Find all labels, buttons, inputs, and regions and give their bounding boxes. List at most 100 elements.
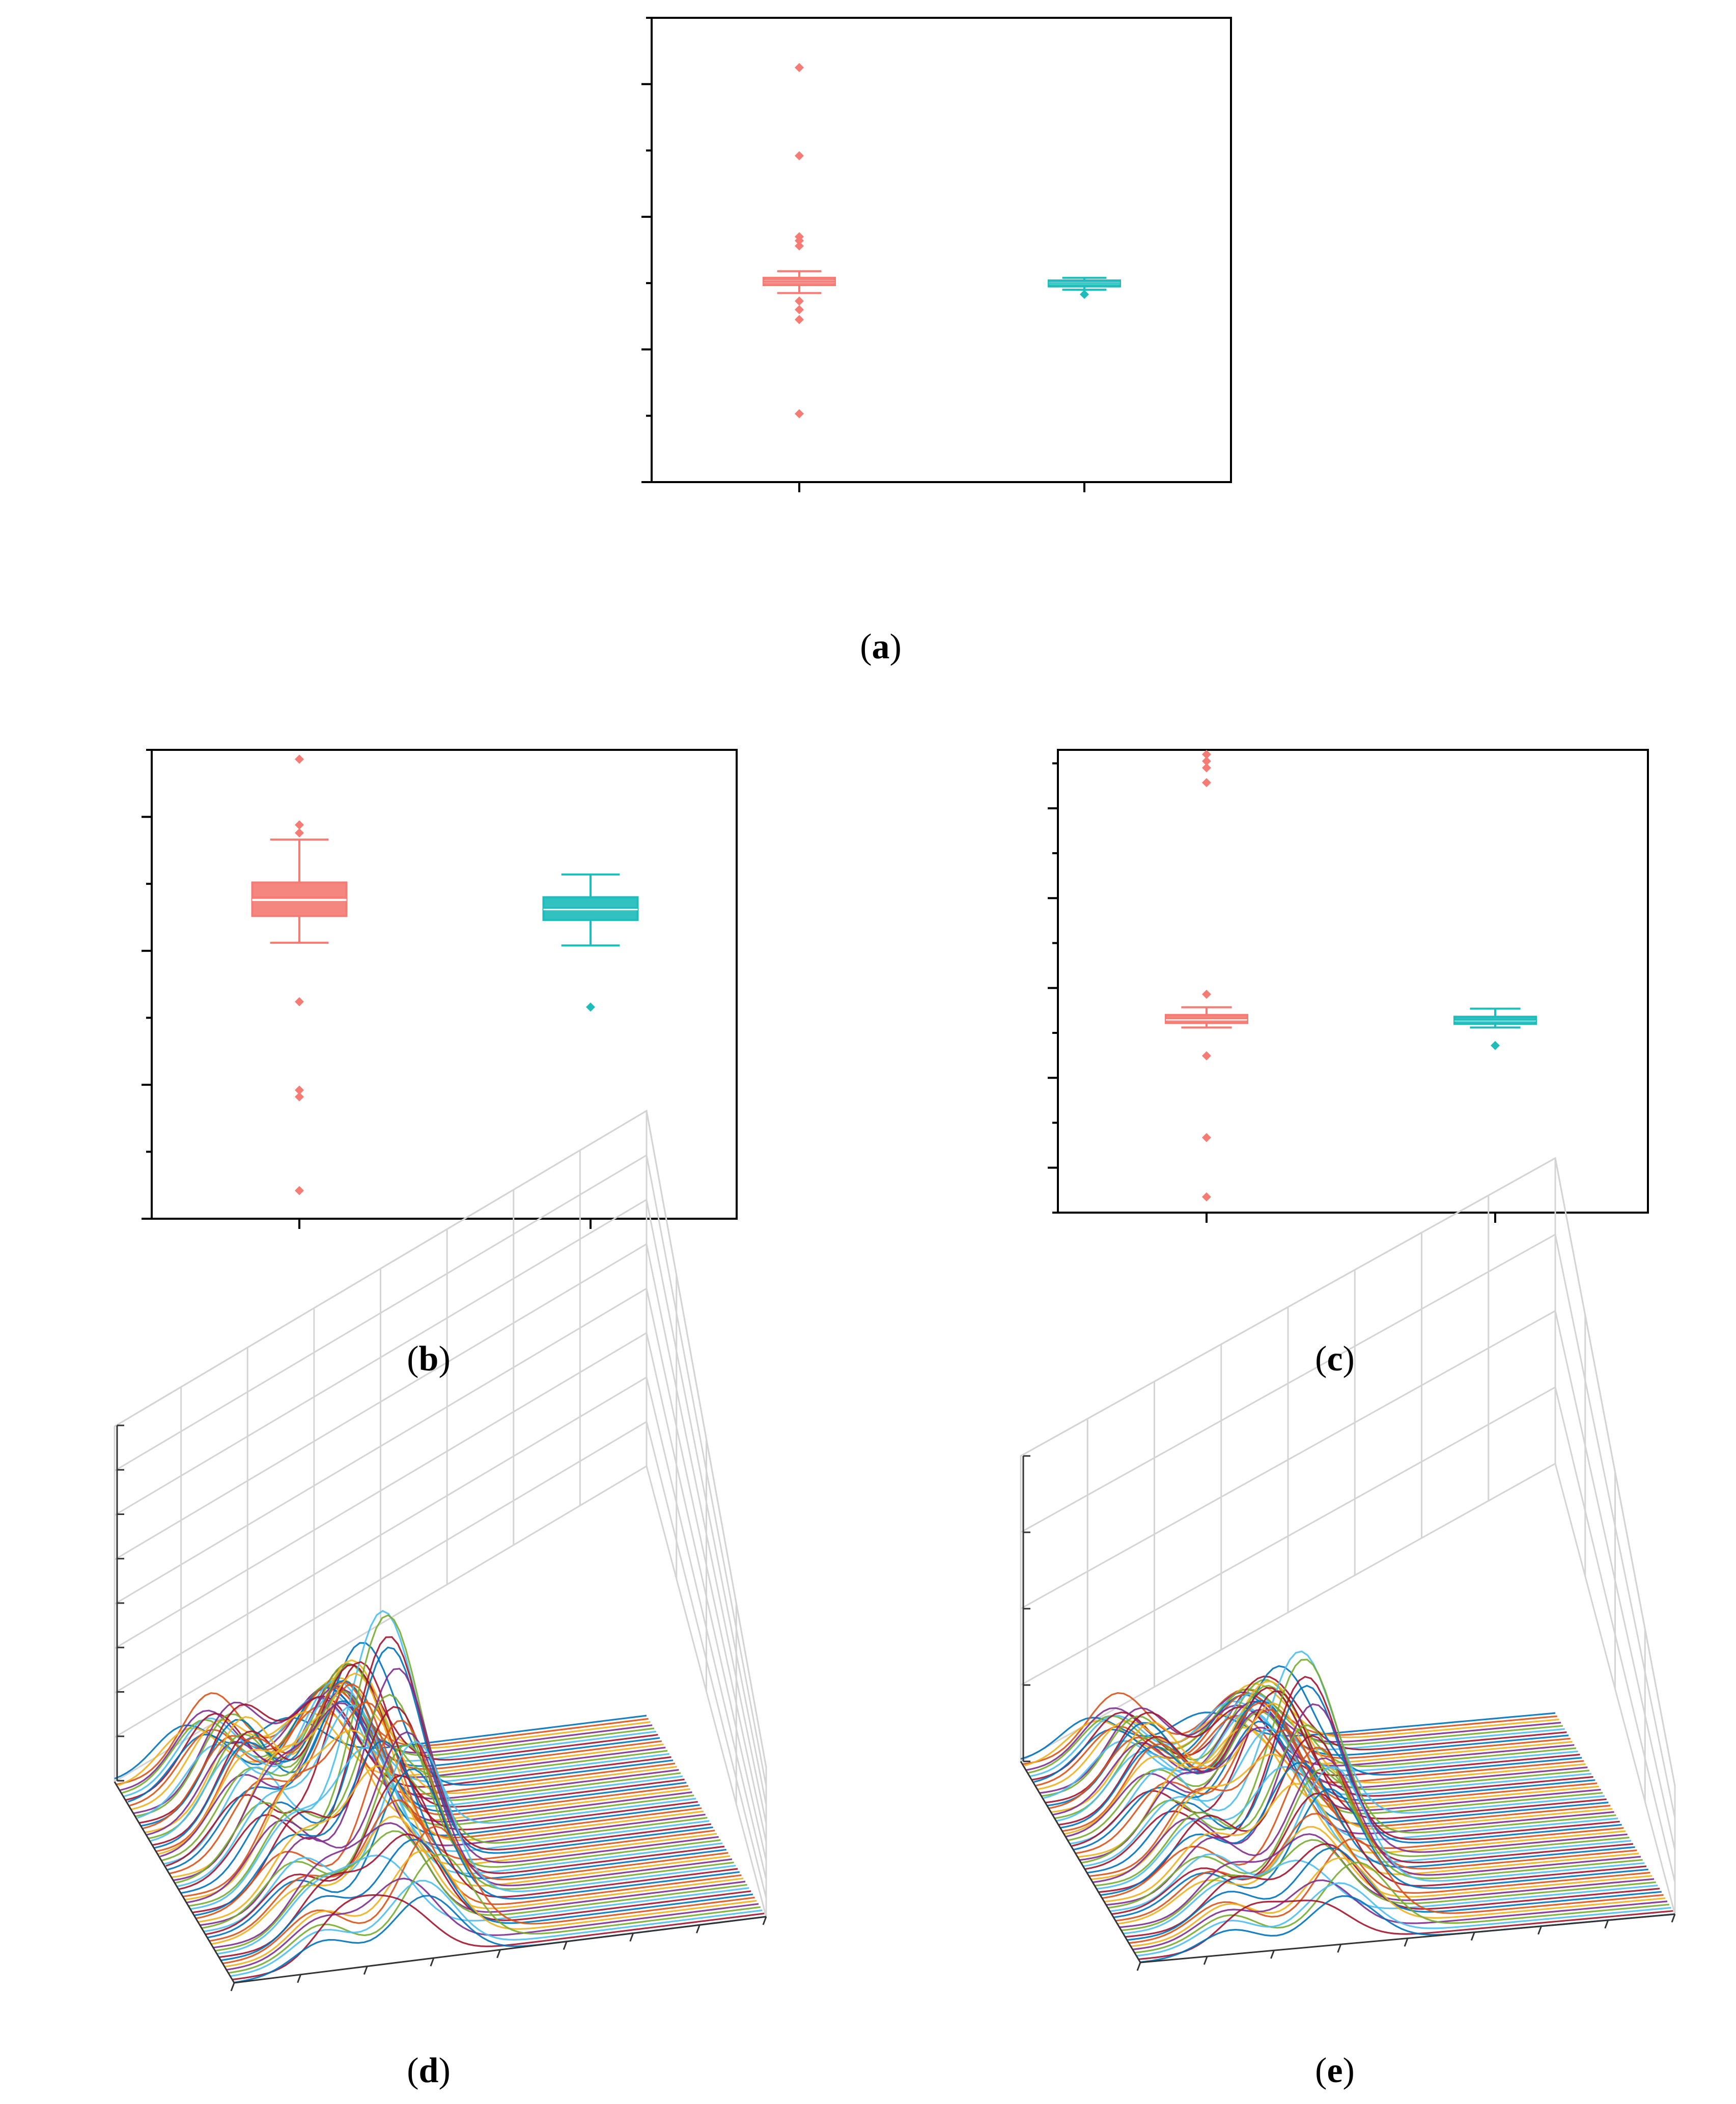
time-tick bbox=[297, 1974, 302, 1983]
axes-walls-d bbox=[114, 1109, 767, 1917]
time-tick bbox=[563, 1941, 568, 1950]
plot-frame-b bbox=[151, 749, 738, 1220]
intensity-curve bbox=[1085, 1675, 1620, 1870]
channel-axis-e bbox=[1020, 1761, 1141, 1963]
back-wall-hgrid bbox=[114, 1377, 647, 1694]
time-tick bbox=[1270, 1950, 1275, 1959]
intensity-curve bbox=[1106, 1757, 1641, 1906]
outlier-point bbox=[295, 1085, 304, 1095]
back-wall-hgrid bbox=[114, 1199, 647, 1516]
outlier-point bbox=[295, 1186, 304, 1195]
outlier-point bbox=[1080, 290, 1089, 299]
time-tick bbox=[629, 1932, 634, 1942]
intensity-curve bbox=[1043, 1692, 1578, 1799]
intensity-curve bbox=[1032, 1675, 1567, 1781]
panel-label-d: (d) bbox=[407, 2051, 451, 2090]
intensity-curve bbox=[202, 1744, 734, 1929]
channel-axis-line bbox=[114, 1781, 235, 1983]
intensity-curve bbox=[1123, 1859, 1658, 1934]
outlier-point bbox=[1202, 1192, 1211, 1202]
back-wall-hgrid bbox=[114, 1287, 647, 1605]
outlier-point bbox=[795, 305, 804, 315]
box-plot-b bbox=[142, 749, 738, 1229]
z-axis-d bbox=[116, 1424, 124, 1782]
series-scwd-c bbox=[1165, 749, 1248, 1202]
intensity-curve bbox=[165, 1661, 698, 1867]
time-tick bbox=[762, 1916, 767, 1925]
intensity-curve bbox=[198, 1765, 731, 1923]
intensity-curve bbox=[177, 1704, 710, 1888]
intensity-curve bbox=[1020, 1712, 1556, 1760]
outlier-point bbox=[795, 63, 804, 72]
intensity-curve bbox=[209, 1799, 742, 1942]
intensity-curve bbox=[222, 1825, 755, 1965]
outlier-point bbox=[795, 296, 804, 306]
intensity-curve bbox=[161, 1691, 694, 1861]
intensity-curve bbox=[159, 1689, 692, 1858]
intensity-curve bbox=[1104, 1783, 1639, 1903]
intensity-curve bbox=[1047, 1665, 1582, 1807]
intensity-curve bbox=[1134, 1862, 1669, 1954]
back-wall-hgrid bbox=[114, 1421, 647, 1738]
intensity-curve bbox=[226, 1877, 759, 1971]
intensity-curve bbox=[116, 1685, 649, 1785]
time-tick bbox=[1537, 1926, 1542, 1935]
channel-axis-line bbox=[1020, 1761, 1141, 1963]
outlier-point bbox=[1202, 756, 1211, 766]
time-tick bbox=[1203, 1956, 1208, 1965]
time-axis-d bbox=[230, 1916, 767, 1991]
outlier-point bbox=[795, 241, 804, 251]
time-tick bbox=[1136, 1962, 1141, 1971]
time-tick bbox=[1604, 1920, 1609, 1929]
series-scwd-b bbox=[251, 754, 348, 1195]
outlier-point bbox=[795, 315, 804, 324]
intensity-curve bbox=[204, 1741, 736, 1932]
intensity-curve bbox=[1030, 1700, 1565, 1777]
intensity-curve bbox=[1095, 1724, 1630, 1887]
z-axis-e bbox=[1022, 1455, 1030, 1762]
outlier-point bbox=[295, 1092, 304, 1102]
outlier-point bbox=[295, 820, 304, 830]
intensity-curve bbox=[135, 1662, 668, 1817]
time-tick bbox=[363, 1966, 368, 1975]
outlier-point bbox=[1202, 1133, 1211, 1142]
panel-label-c: (c) bbox=[1315, 1339, 1355, 1379]
series-mcmcd-a bbox=[1048, 276, 1121, 299]
time-axis-e bbox=[1136, 1913, 1676, 1971]
intensity-curve bbox=[1062, 1702, 1598, 1832]
intensity-curve bbox=[194, 1740, 726, 1917]
outlier-point bbox=[1202, 1051, 1211, 1060]
intensity-curve bbox=[145, 1659, 677, 1834]
time-tick bbox=[230, 1982, 235, 1991]
intensity-curve bbox=[1090, 1753, 1626, 1881]
back-wall-hgrid bbox=[1020, 1310, 1556, 1610]
intensity-curve bbox=[1138, 1899, 1673, 1960]
intensity-curve bbox=[148, 1663, 681, 1839]
intensity-curve bbox=[156, 1681, 689, 1853]
intensity-curve bbox=[146, 1685, 679, 1836]
intensity-curve bbox=[181, 1646, 713, 1894]
intensity-curve bbox=[232, 1894, 765, 1981]
panel-label-a: (a) bbox=[860, 627, 902, 666]
intensity-curve bbox=[1110, 1766, 1645, 1912]
intensity-curve bbox=[173, 1702, 706, 1882]
intensity-curve bbox=[1054, 1685, 1590, 1819]
outlier-point bbox=[295, 828, 304, 838]
time-tick bbox=[496, 1949, 501, 1958]
intensity-curve bbox=[1096, 1766, 1632, 1890]
outlier-point bbox=[1491, 1041, 1500, 1050]
back-wall-hgrid bbox=[114, 1154, 647, 1472]
panel-label-b: (b) bbox=[407, 1339, 451, 1379]
intensity-curve bbox=[1108, 1767, 1643, 1909]
intensity-curve bbox=[213, 1822, 746, 1949]
curves-e bbox=[1020, 1650, 1675, 1963]
outlier-point bbox=[1202, 749, 1211, 759]
axes-walls-e bbox=[1020, 1157, 1676, 1915]
intensity-curve bbox=[1115, 1813, 1650, 1922]
outlier-point bbox=[586, 1002, 595, 1012]
intensity-curve bbox=[183, 1701, 715, 1897]
intensity-curve bbox=[1093, 1703, 1628, 1884]
intensity-curve bbox=[217, 1854, 749, 1955]
time-tick bbox=[1671, 1914, 1676, 1923]
